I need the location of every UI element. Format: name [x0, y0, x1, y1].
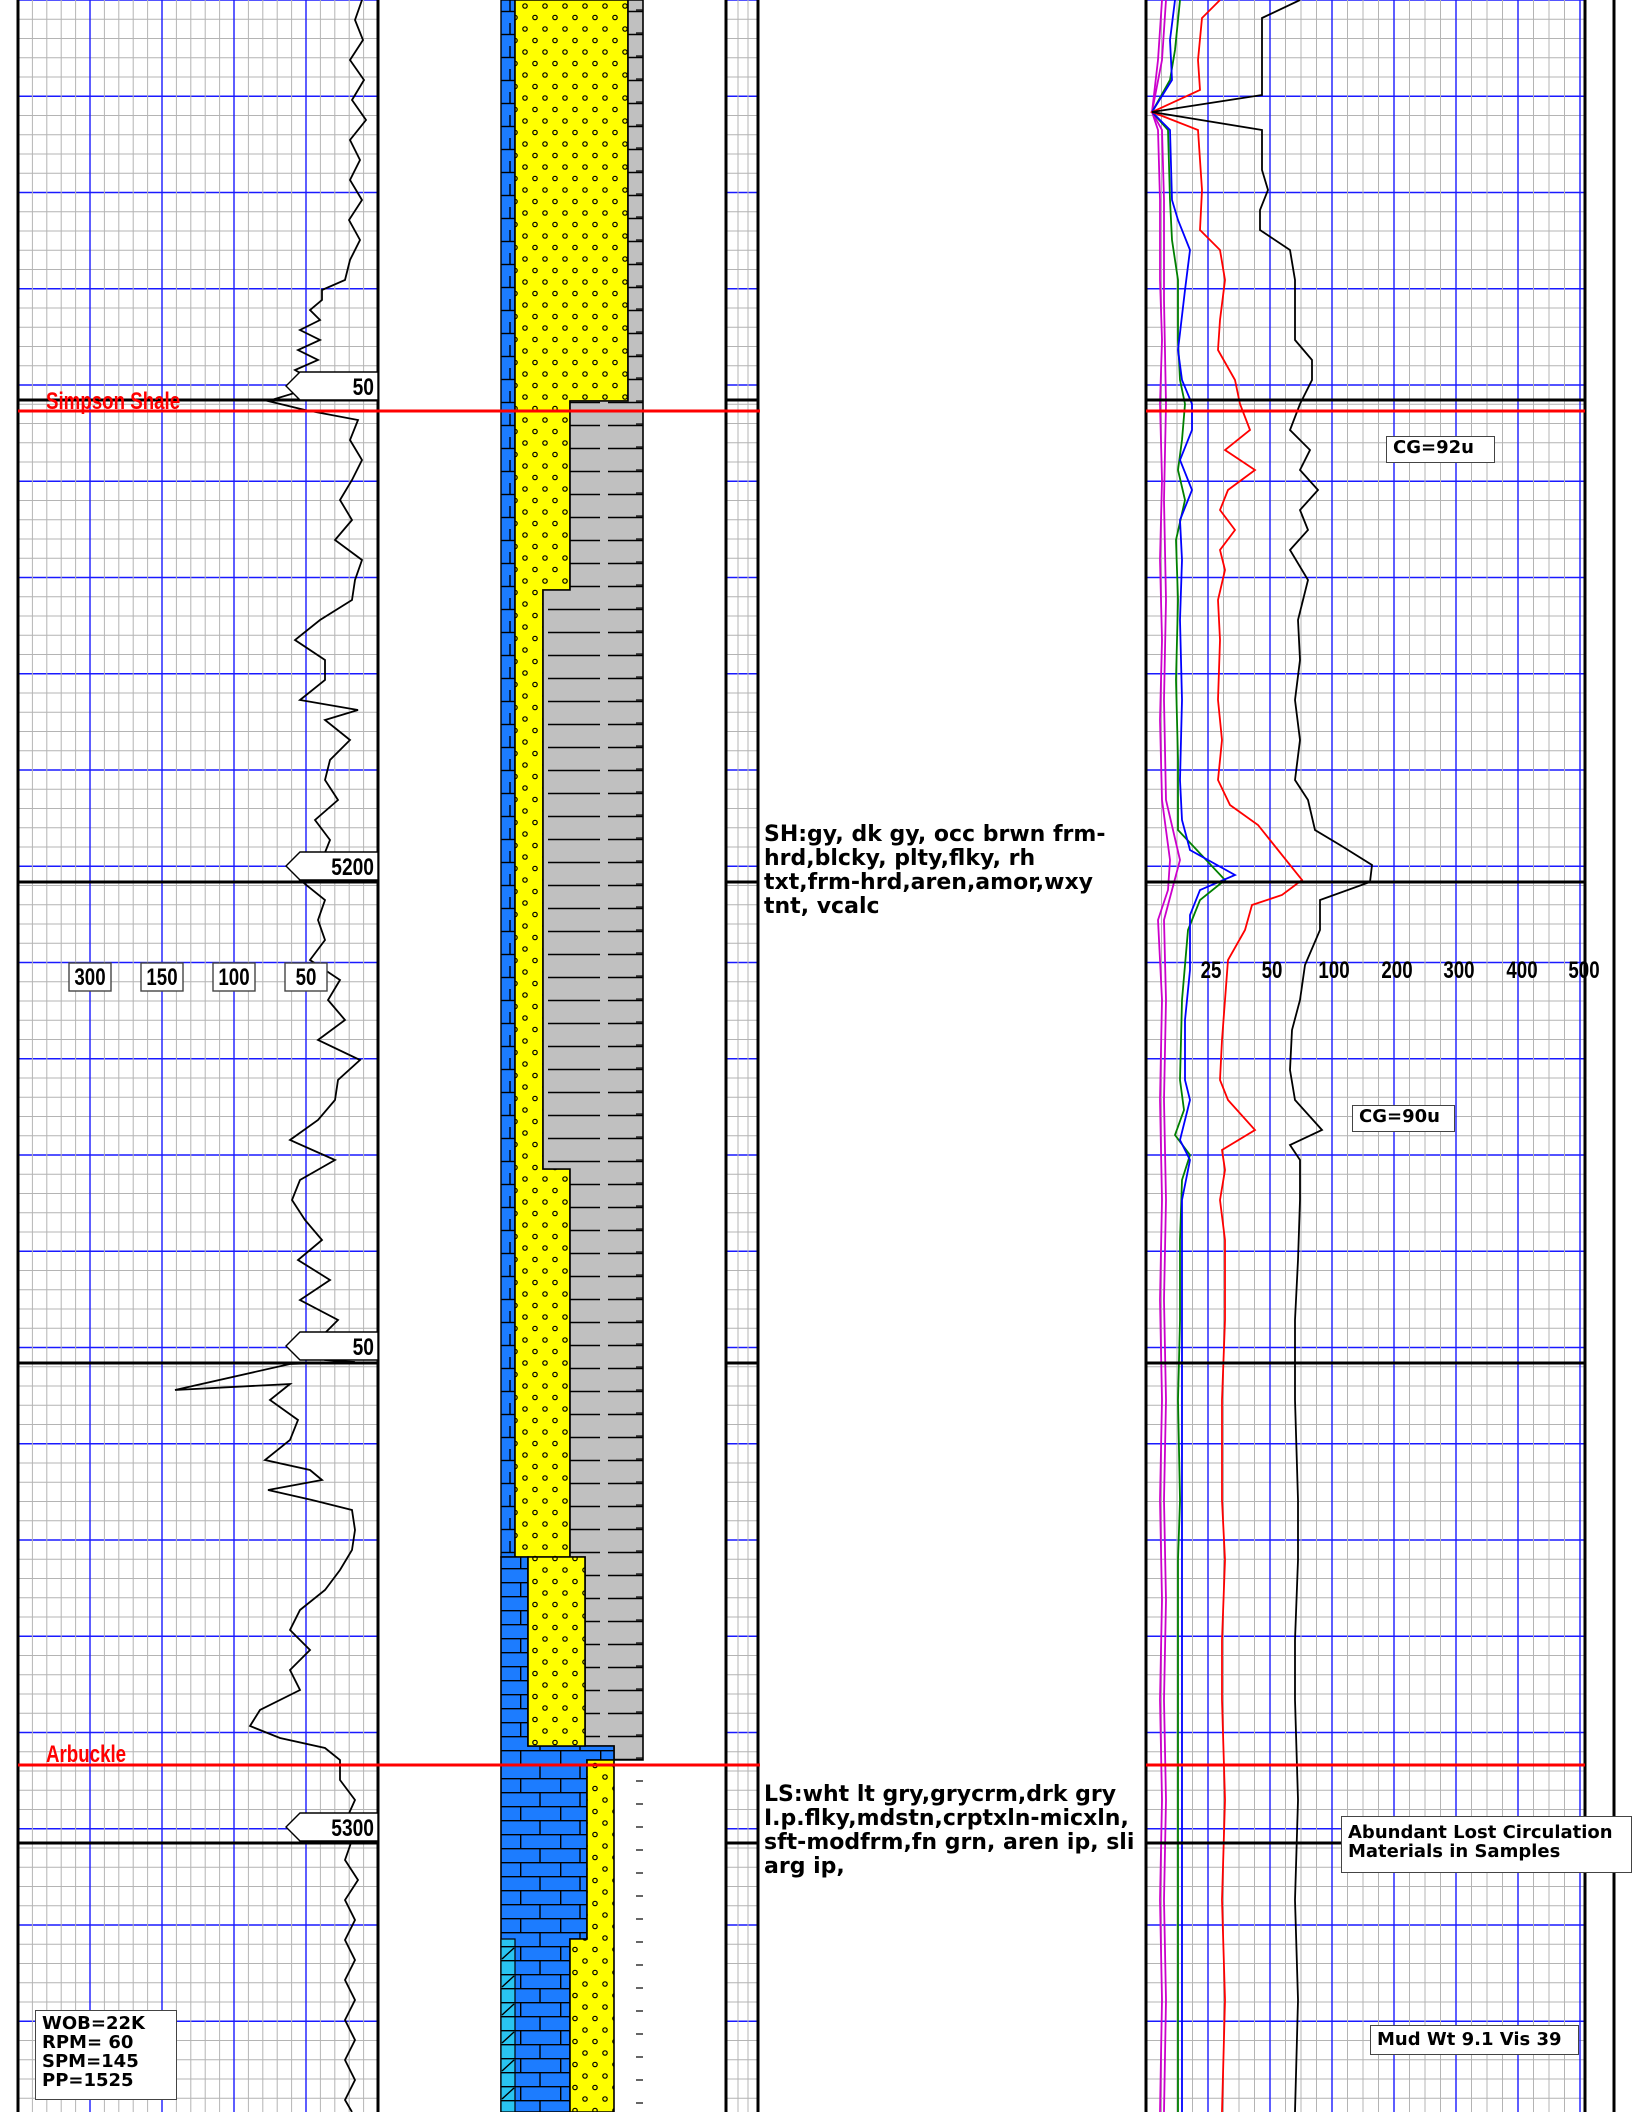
gas-c2-curve — [1149, 0, 1304, 2112]
rop-scale-box — [68, 962, 112, 992]
arbuckle-label: Arbuckle — [46, 1741, 126, 1768]
spm-value: SPM=145 — [42, 2051, 139, 2072]
rop-scale-50: 50 — [296, 964, 317, 991]
simpson-shale-label: Simpson Shale — [46, 388, 180, 415]
gas-c4-curve — [1150, 0, 1227, 2112]
rop-scale-box — [212, 962, 256, 992]
gas-total-curve — [1151, 0, 1373, 2112]
rop-scale-box — [140, 962, 184, 992]
depth-5200-label-pointer — [285, 851, 379, 881]
lost-circulation-note: Abundant Lost Circulation Materials in S… — [1341, 1816, 1632, 1873]
marker-50-mid: 50 — [353, 1333, 374, 1361]
gas-scale-25: 25 — [1201, 957, 1222, 984]
marker-50-top: 50 — [353, 373, 374, 401]
sandstone-lower — [527, 1556, 586, 1747]
rop-scale-150: 150 — [146, 964, 177, 991]
depth-5300-label-pointer — [285, 1812, 379, 1842]
rpm-value: RPM= 60 — [42, 2032, 134, 2053]
gas-scale-100: 100 — [1318, 957, 1349, 984]
gas-scale-500: 500 — [1568, 957, 1599, 984]
limestone-strip — [500, 0, 516, 1558]
wob-value: WOB=22K — [42, 2013, 145, 2034]
gas-scale-400: 400 — [1506, 957, 1537, 984]
depth-5300-label: 5300 — [331, 1814, 374, 1842]
shale-description: SH:gy, dk gy, occ brwn frm- hrd,blcky, p… — [764, 822, 1106, 919]
gas-c3-curve — [1150, 0, 1238, 2112]
rop-scale-100: 100 — [218, 964, 249, 991]
mud-weight-note: Mud Wt 9.1 Vis 39 — [1370, 2025, 1579, 2055]
rop-curve — [174, 0, 368, 2112]
cg-90-label: CG=90u — [1352, 1105, 1455, 1132]
marker-50-mid-pointer — [285, 1331, 379, 1361]
marker-50-top-pointer — [285, 371, 379, 401]
pp-value: PP=1525 — [42, 2070, 134, 2091]
gas-scale-50: 50 — [1262, 957, 1283, 984]
gas-scale-300: 300 — [1443, 957, 1474, 984]
depth-5200-label: 5200 — [331, 853, 374, 881]
rop-scale-300: 300 — [74, 964, 105, 991]
gas-c5-curve — [1151, 0, 1171, 2112]
rop-scale-box — [284, 962, 328, 992]
gas-scale-200: 200 — [1381, 957, 1412, 984]
sandstone-arbuckle — [569, 1759, 615, 2112]
limestone-description: LS:wht lt gry,grycrm,drk gry I.p.flky,md… — [764, 1782, 1135, 1879]
gas-c5b-curve — [1151, 0, 1181, 2112]
cg-92-label: CG=92u — [1386, 436, 1495, 463]
dolomite-strip — [500, 1938, 516, 2112]
drilling-params-box: WOB=22K RPM= 60 SPM=145 PP=1525 — [35, 2010, 177, 2100]
